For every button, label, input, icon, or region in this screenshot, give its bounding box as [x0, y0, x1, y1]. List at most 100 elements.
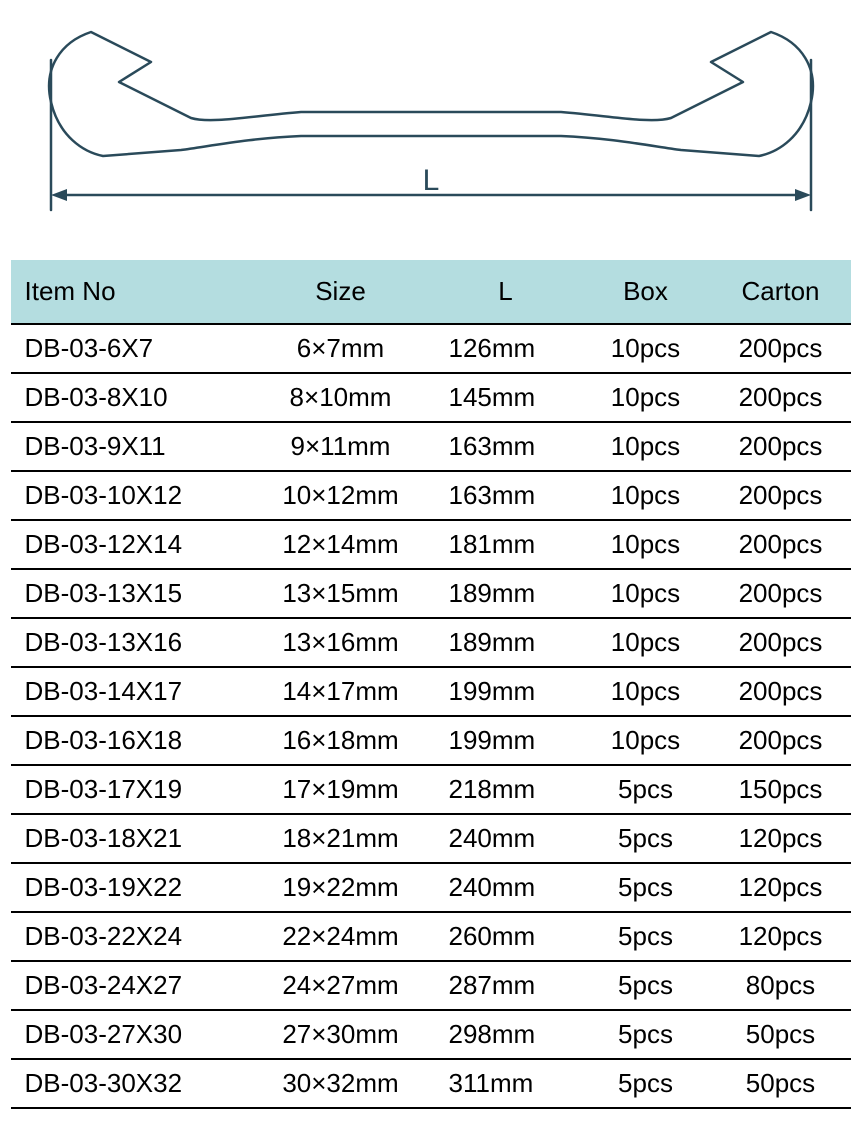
cell-size: 12×14mm — [251, 520, 431, 569]
cell-l: 218mm — [431, 765, 581, 814]
cell-size: 13×15mm — [251, 569, 431, 618]
table-row: DB-03-24X2724×27mm287mm5pcs80pcs — [11, 961, 851, 1010]
cell-item: DB-03-19X22 — [11, 863, 251, 912]
cell-carton: 150pcs — [711, 765, 851, 814]
cell-l: 240mm — [431, 814, 581, 863]
cell-size: 30×32mm — [251, 1059, 431, 1108]
cell-carton: 120pcs — [711, 912, 851, 961]
table-row: DB-03-17X1917×19mm218mm5pcs150pcs — [11, 765, 851, 814]
cell-l: 181mm — [431, 520, 581, 569]
cell-size: 18×21mm — [251, 814, 431, 863]
cell-carton: 50pcs — [711, 1010, 851, 1059]
cell-box: 10pcs — [581, 667, 711, 716]
cell-item: DB-03-8X10 — [11, 373, 251, 422]
cell-carton: 200pcs — [711, 716, 851, 765]
table-row: DB-03-22X2422×24mm260mm5pcs120pcs — [11, 912, 851, 961]
wrench-diagram: L — [41, 20, 821, 230]
table-row: DB-03-6X76×7mm126mm10pcs200pcs — [11, 324, 851, 373]
cell-box: 5pcs — [581, 961, 711, 1010]
cell-item: DB-03-16X18 — [11, 716, 251, 765]
cell-box: 10pcs — [581, 618, 711, 667]
cell-carton: 120pcs — [711, 863, 851, 912]
cell-l: 260mm — [431, 912, 581, 961]
cell-box: 5pcs — [581, 1010, 711, 1059]
cell-l: 199mm — [431, 716, 581, 765]
cell-size: 10×12mm — [251, 471, 431, 520]
cell-item: DB-03-10X12 — [11, 471, 251, 520]
cell-l: 163mm — [431, 471, 581, 520]
col-header-box: Box — [581, 260, 711, 324]
cell-carton: 200pcs — [711, 324, 851, 373]
cell-item: DB-03-24X27 — [11, 961, 251, 1010]
wrench-svg: L — [41, 20, 821, 230]
cell-item: DB-03-9X11 — [11, 422, 251, 471]
cell-item: DB-03-27X30 — [11, 1010, 251, 1059]
cell-l: 240mm — [431, 863, 581, 912]
table-row: DB-03-14X1714×17mm199mm10pcs200pcs — [11, 667, 851, 716]
cell-l: 287mm — [431, 961, 581, 1010]
cell-box: 5pcs — [581, 814, 711, 863]
cell-carton: 200pcs — [711, 373, 851, 422]
table-row: DB-03-9X119×11mm163mm10pcs200pcs — [11, 422, 851, 471]
table-row: DB-03-16X1816×18mm199mm10pcs200pcs — [11, 716, 851, 765]
cell-box: 5pcs — [581, 1059, 711, 1108]
cell-l: 189mm — [431, 618, 581, 667]
cell-l: 199mm — [431, 667, 581, 716]
col-header-size: Size — [251, 260, 431, 324]
col-header-carton: Carton — [711, 260, 851, 324]
cell-item: DB-03-13X16 — [11, 618, 251, 667]
cell-box: 5pcs — [581, 912, 711, 961]
cell-box: 10pcs — [581, 569, 711, 618]
col-header-item: Item No — [11, 260, 251, 324]
cell-box: 5pcs — [581, 765, 711, 814]
cell-size: 19×22mm — [251, 863, 431, 912]
cell-size: 17×19mm — [251, 765, 431, 814]
table-row: DB-03-13X1513×15mm189mm10pcs200pcs — [11, 569, 851, 618]
table-row: DB-03-30X3230×32mm311mm5pcs50pcs — [11, 1059, 851, 1108]
cell-carton: 80pcs — [711, 961, 851, 1010]
cell-carton: 200pcs — [711, 471, 851, 520]
cell-item: DB-03-17X19 — [11, 765, 251, 814]
cell-box: 5pcs — [581, 863, 711, 912]
cell-size: 6×7mm — [251, 324, 431, 373]
col-header-l: L — [431, 260, 581, 324]
cell-l: 189mm — [431, 569, 581, 618]
cell-l: 311mm — [431, 1059, 581, 1108]
table-row: DB-03-13X1613×16mm189mm10pcs200pcs — [11, 618, 851, 667]
cell-carton: 200pcs — [711, 667, 851, 716]
cell-carton: 50pcs — [711, 1059, 851, 1108]
cell-box: 10pcs — [581, 520, 711, 569]
cell-carton: 120pcs — [711, 814, 851, 863]
cell-l: 163mm — [431, 422, 581, 471]
cell-box: 10pcs — [581, 716, 711, 765]
cell-item: DB-03-14X17 — [11, 667, 251, 716]
cell-item: DB-03-22X24 — [11, 912, 251, 961]
table-row: DB-03-10X1210×12mm163mm10pcs200pcs — [11, 471, 851, 520]
cell-size: 8×10mm — [251, 373, 431, 422]
cell-size: 22×24mm — [251, 912, 431, 961]
cell-carton: 200pcs — [711, 569, 851, 618]
cell-l: 145mm — [431, 373, 581, 422]
table-row: DB-03-19X2219×22mm240mm5pcs120pcs — [11, 863, 851, 912]
cell-l: 298mm — [431, 1010, 581, 1059]
cell-box: 10pcs — [581, 471, 711, 520]
table-row: DB-03-27X3027×30mm298mm5pcs50pcs — [11, 1010, 851, 1059]
spec-table: Item No Size L Box Carton DB-03-6X76×7mm… — [11, 260, 851, 1109]
cell-carton: 200pcs — [711, 618, 851, 667]
cell-size: 27×30mm — [251, 1010, 431, 1059]
cell-size: 13×16mm — [251, 618, 431, 667]
table-row: DB-03-12X1412×14mm181mm10pcs200pcs — [11, 520, 851, 569]
cell-item: DB-03-18X21 — [11, 814, 251, 863]
cell-carton: 200pcs — [711, 422, 851, 471]
dimension-label: L — [422, 164, 439, 197]
table-header-row: Item No Size L Box Carton — [11, 260, 851, 324]
cell-box: 10pcs — [581, 373, 711, 422]
table-body: DB-03-6X76×7mm126mm10pcs200pcsDB-03-8X10… — [11, 324, 851, 1108]
table-row: DB-03-8X108×10mm145mm10pcs200pcs — [11, 373, 851, 422]
cell-item: DB-03-12X14 — [11, 520, 251, 569]
cell-item: DB-03-30X32 — [11, 1059, 251, 1108]
spec-table-container: Item No Size L Box Carton DB-03-6X76×7mm… — [11, 260, 851, 1109]
table-row: DB-03-18X2118×21mm240mm5pcs120pcs — [11, 814, 851, 863]
cell-l: 126mm — [431, 324, 581, 373]
cell-item: DB-03-13X15 — [11, 569, 251, 618]
